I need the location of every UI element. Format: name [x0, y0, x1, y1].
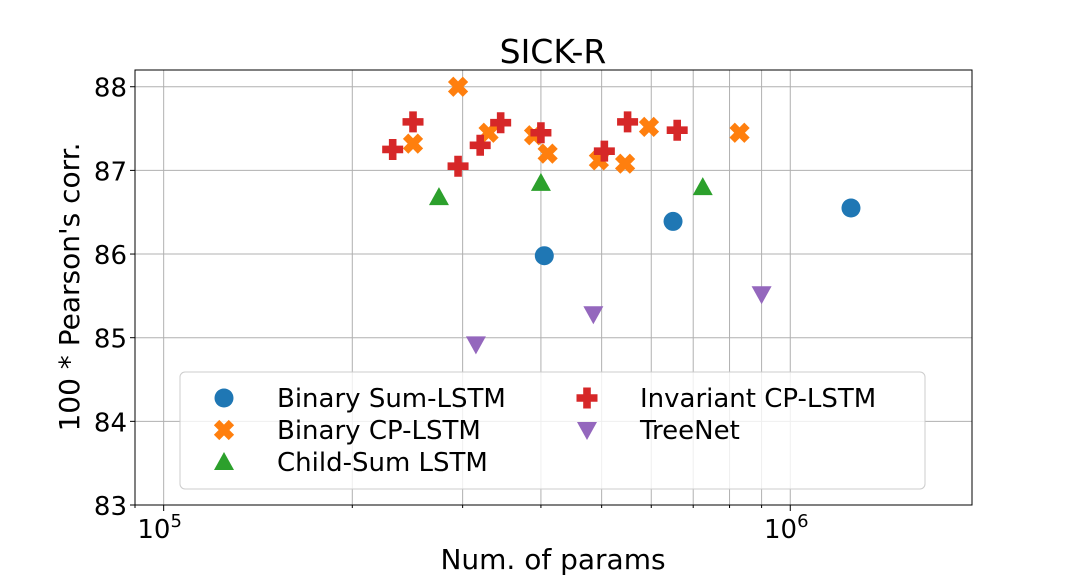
- legend-marker: [214, 452, 234, 470]
- point-invariant-cp-lstm: [593, 140, 615, 162]
- legend-marker: [577, 422, 597, 440]
- point-child-sum-lstm: [530, 172, 551, 191]
- legend-item: Binary CP-LSTM: [213, 416, 481, 446]
- point-binary-sum-lstm: [841, 198, 861, 218]
- point-child-sum-lstm: [428, 187, 449, 206]
- point-treenet: [465, 336, 486, 355]
- point-binary-cp-lstm: [729, 122, 750, 143]
- legend-label: Child-Sum LSTM: [277, 448, 488, 478]
- point-binary-cp-lstm: [402, 133, 424, 154]
- x-tick-base: 10: [137, 515, 170, 545]
- point-invariant-cp-lstm: [402, 111, 424, 133]
- point-binary-sum-lstm: [663, 211, 683, 231]
- chart-title: SICK-R: [500, 32, 607, 71]
- point-treenet: [751, 286, 772, 305]
- series-binary-sum-lstm: [534, 198, 861, 266]
- point-binary-cp-lstm: [638, 116, 660, 137]
- x-tick-exponent: 5: [170, 511, 181, 532]
- series-treenet: [465, 286, 772, 355]
- data-points: [382, 76, 861, 355]
- point-invariant-cp-lstm: [617, 111, 639, 133]
- x-axis-label: Num. of params: [440, 543, 665, 576]
- legend-marker: [576, 387, 598, 409]
- legend-marker: [213, 419, 235, 441]
- y-tick-label: 88: [94, 74, 127, 104]
- legend-marker: [214, 388, 234, 408]
- x-tick-label: 105: [137, 511, 182, 545]
- legend-label: TreeNet: [639, 416, 740, 446]
- point-binary-sum-lstm: [534, 246, 554, 266]
- plot-frame: [134, 69, 973, 506]
- y-tick-label: 86: [94, 241, 127, 271]
- x-tick-base: 10: [764, 515, 797, 545]
- legend-label: Invariant CP-LSTM: [640, 384, 876, 414]
- y-axis-label: 100 * Pearson's corr.: [53, 142, 86, 431]
- legend-item: Child-Sum LSTM: [214, 448, 488, 478]
- point-child-sum-lstm: [692, 177, 713, 196]
- series-invariant-cp-lstm: [382, 111, 688, 177]
- legend-item: Binary Sum-LSTM: [214, 384, 506, 414]
- point-binary-cp-lstm: [537, 143, 558, 164]
- series-child-sum-lstm: [428, 172, 713, 206]
- point-invariant-cp-lstm: [469, 134, 491, 156]
- point-invariant-cp-lstm: [490, 112, 512, 134]
- y-axis: 83 84 85 86 87 88: [94, 74, 135, 522]
- y-tick-label: 84: [94, 408, 127, 438]
- x-tick-label: 106: [764, 511, 809, 545]
- y-tick-label: 83: [94, 492, 127, 522]
- y-tick-label: 87: [94, 157, 127, 187]
- point-invariant-cp-lstm: [382, 138, 404, 160]
- point-binary-cp-lstm: [614, 153, 636, 174]
- x-tick-exponent: 6: [797, 511, 808, 532]
- point-invariant-cp-lstm: [447, 155, 469, 177]
- y-tick-label: 85: [94, 325, 127, 355]
- point-invariant-cp-lstm: [666, 119, 688, 141]
- point-treenet: [583, 306, 604, 325]
- legend-frame: [179, 371, 926, 490]
- point-binary-cp-lstm: [447, 76, 469, 97]
- legend-item: TreeNet: [577, 416, 740, 446]
- x-axis: 105 106: [134, 505, 809, 545]
- legend-item: Invariant CP-LSTM: [576, 384, 876, 414]
- point-invariant-cp-lstm: [530, 122, 552, 144]
- legend-label: Binary CP-LSTM: [277, 416, 481, 446]
- legend-label: Binary Sum-LSTM: [277, 384, 506, 414]
